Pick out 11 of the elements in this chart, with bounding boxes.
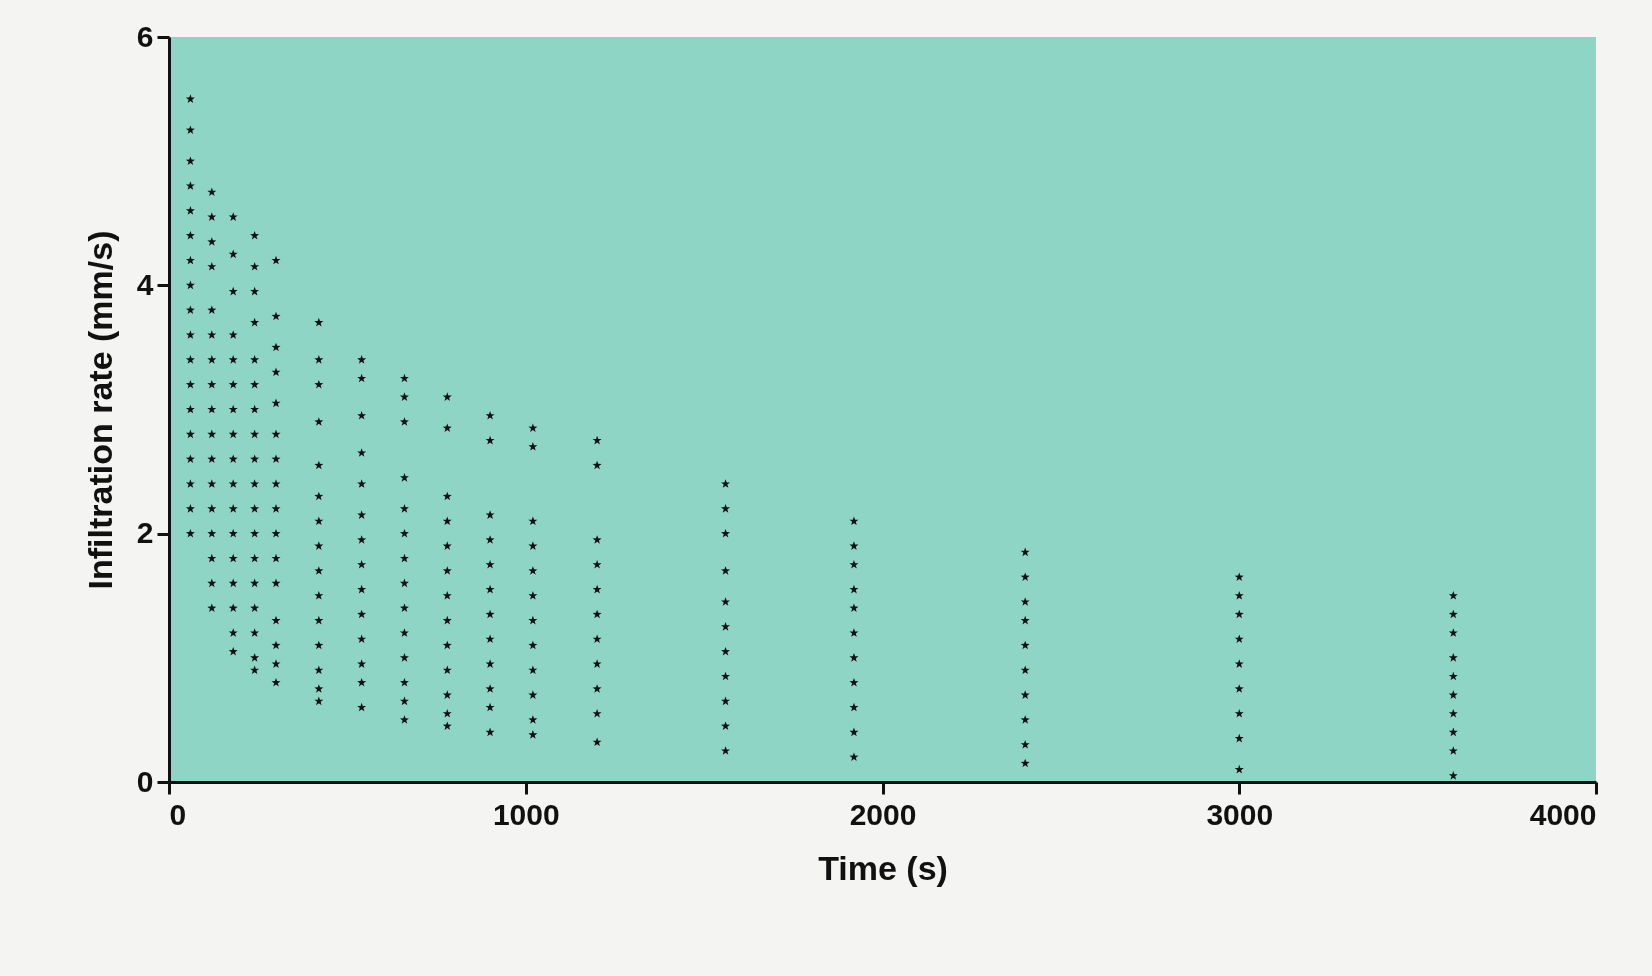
y-tick-label: 0 xyxy=(136,764,154,798)
x-tick-label: 2000 xyxy=(849,797,917,831)
x-tick-label: 0 xyxy=(169,797,187,831)
y-tick-label: 2 xyxy=(136,516,154,550)
x-axis-title: Time (s) xyxy=(818,848,948,887)
x-tick-label: 3000 xyxy=(1206,797,1274,831)
y-axis-title: Infiltration rate (mm/s) xyxy=(80,230,119,590)
y-tick-label: 6 xyxy=(136,19,154,53)
y-tick-label: 4 xyxy=(136,267,154,301)
x-tick-label: 1000 xyxy=(492,797,560,831)
x-tick-label: 4000 xyxy=(1529,797,1597,831)
